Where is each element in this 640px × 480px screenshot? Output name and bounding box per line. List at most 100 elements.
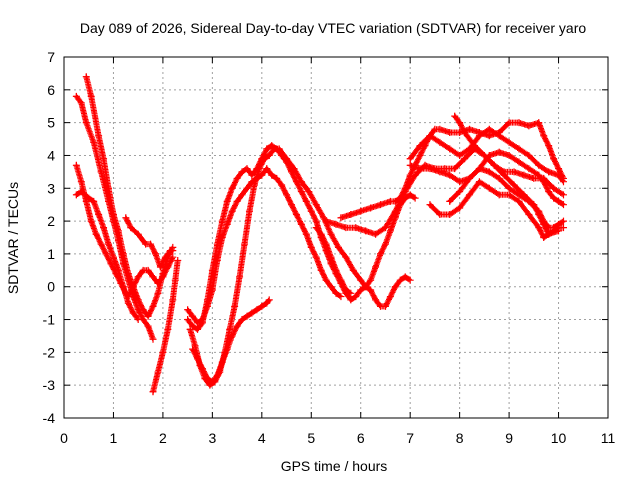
data-point	[525, 165, 533, 173]
data-point	[213, 256, 221, 264]
data-point	[203, 375, 211, 383]
data-point	[525, 211, 533, 219]
data-point	[327, 230, 335, 238]
series-sat-i	[184, 165, 345, 327]
data-point	[391, 207, 399, 215]
data-point	[283, 191, 291, 199]
data-point	[260, 155, 268, 163]
data-point	[495, 174, 503, 182]
data-point	[485, 184, 493, 192]
data-point	[357, 207, 365, 215]
data-point	[109, 253, 117, 261]
data-point	[72, 191, 80, 199]
data-point	[525, 122, 533, 130]
data-point	[515, 119, 523, 127]
data-point	[151, 250, 159, 258]
series-marker-band	[73, 162, 176, 300]
data-point	[292, 211, 300, 219]
data-point	[184, 316, 192, 324]
data-point	[401, 273, 409, 281]
data-point	[347, 289, 355, 297]
data-point	[332, 289, 340, 297]
y-tick-label: 0	[47, 279, 55, 295]
data-point	[154, 289, 162, 297]
data-point	[342, 224, 350, 232]
data-point	[332, 266, 340, 274]
data-point	[535, 161, 543, 169]
x-tick-label: 9	[505, 430, 513, 446]
data-point	[322, 217, 330, 225]
data-point	[510, 168, 518, 176]
data-point	[505, 184, 513, 192]
data-point	[372, 263, 380, 271]
data-point	[159, 273, 167, 281]
data-point	[475, 178, 483, 186]
data-point	[263, 145, 271, 153]
data-point	[258, 302, 266, 310]
data-point	[149, 335, 157, 343]
data-point	[312, 217, 320, 225]
series-marker-band	[323, 145, 566, 238]
data-point	[466, 145, 474, 153]
grid-lines	[64, 57, 608, 418]
data-point	[114, 266, 122, 274]
data-point	[436, 125, 444, 133]
data-point	[238, 316, 246, 324]
series-sat-f	[149, 256, 182, 396]
x-tick-label: 1	[110, 430, 118, 446]
data-point	[147, 240, 155, 248]
data-point	[466, 174, 474, 182]
data-point	[253, 306, 261, 314]
data-point	[95, 132, 103, 140]
data-point	[475, 165, 483, 173]
data-point	[362, 283, 370, 291]
data-point	[485, 168, 493, 176]
data-point	[268, 171, 276, 179]
data-point	[367, 276, 375, 284]
data-point	[82, 73, 90, 81]
data-point	[233, 197, 241, 205]
series-marker-band	[184, 165, 343, 326]
data-point	[555, 171, 563, 179]
data-point	[334, 243, 342, 251]
data-point	[342, 253, 350, 261]
data-point	[545, 142, 553, 150]
data-point	[357, 276, 365, 284]
data-point	[218, 234, 226, 241]
y-tick-label: 5	[47, 115, 55, 131]
data-point	[228, 184, 236, 192]
data-point	[349, 266, 357, 274]
data-point	[97, 240, 105, 248]
data-point	[426, 165, 434, 173]
y-tick-label: 2	[47, 213, 55, 229]
x-tick-label: 6	[357, 430, 365, 446]
data-point	[109, 211, 117, 219]
data-point	[255, 165, 263, 173]
data-point	[456, 119, 464, 127]
data-point	[228, 207, 236, 215]
data-point	[515, 197, 523, 205]
data-point	[446, 211, 454, 219]
series-sat-o	[451, 112, 567, 238]
data-point	[495, 132, 503, 140]
data-point	[72, 92, 80, 100]
data-point	[559, 224, 567, 232]
data-point	[248, 171, 256, 179]
data-point	[144, 312, 152, 320]
data-point	[258, 171, 266, 179]
data-point	[134, 273, 142, 281]
data-point	[233, 174, 241, 182]
data-point	[505, 138, 513, 146]
y-tick-label: -3	[43, 377, 56, 393]
data-point	[82, 119, 90, 127]
data-point	[171, 276, 179, 284]
data-point	[426, 201, 434, 209]
data-point	[342, 286, 350, 294]
data-point	[495, 148, 503, 156]
series-marker-band	[189, 297, 272, 385]
data-point	[169, 296, 177, 304]
data-point	[312, 224, 320, 232]
data-point	[77, 188, 85, 196]
data-point	[540, 178, 548, 186]
